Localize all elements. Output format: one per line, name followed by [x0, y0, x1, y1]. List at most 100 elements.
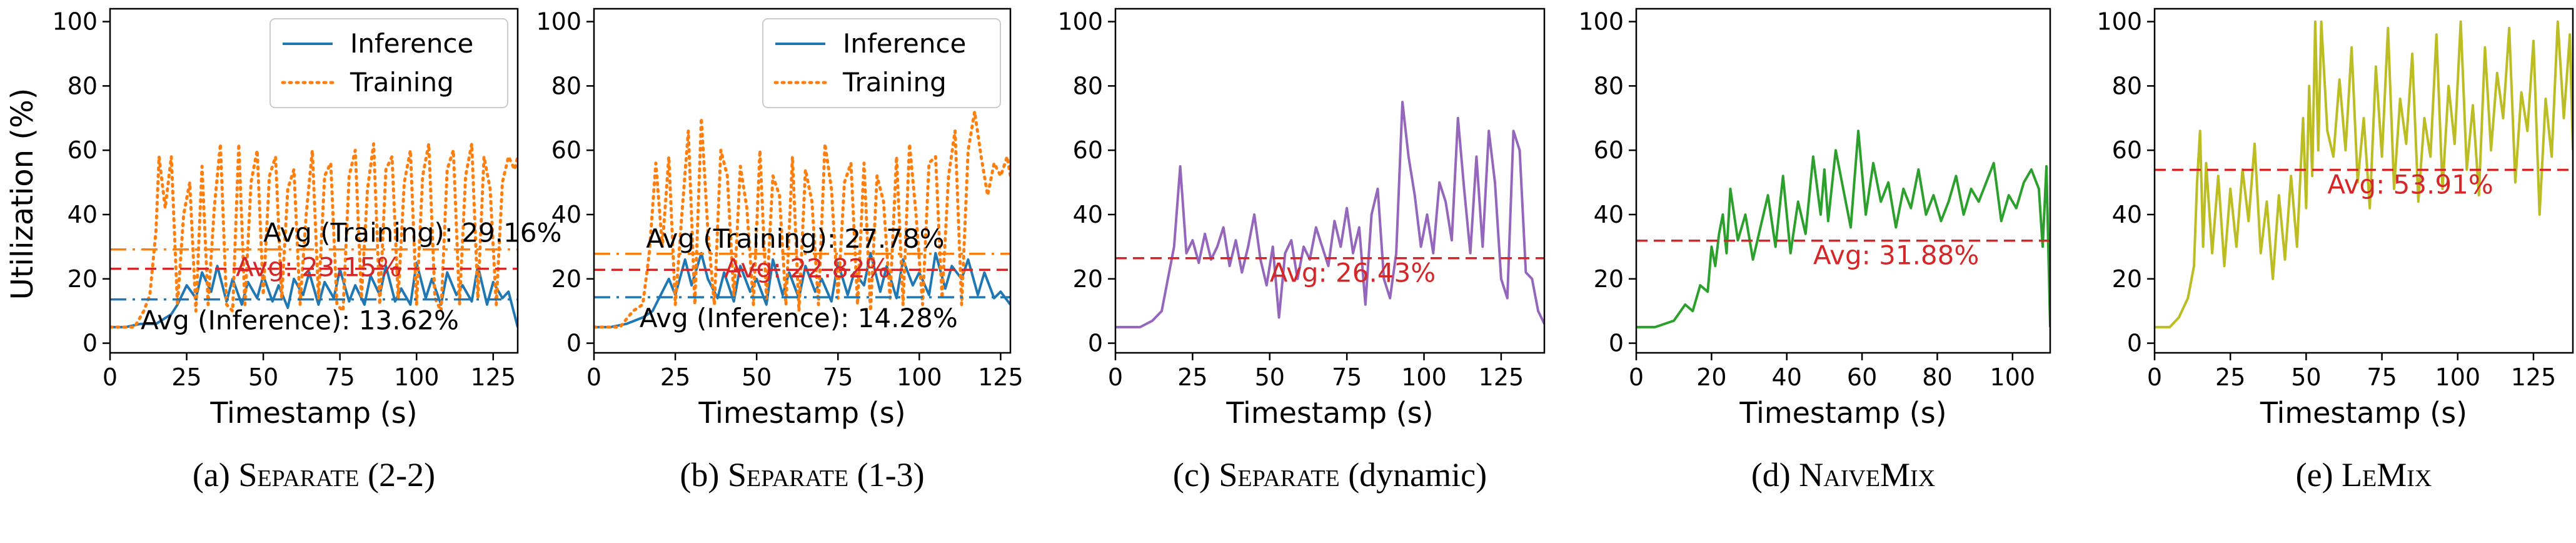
x-tick-label: 50: [2291, 363, 2321, 391]
average-label: Avg: 22.82%: [724, 253, 890, 283]
x-tick-label: 125: [2511, 363, 2557, 391]
x-tick-label: 80: [1922, 363, 1952, 391]
caption-d: (d) NaiveMix: [1751, 456, 1936, 494]
y-tick-label: 80: [1073, 72, 1103, 99]
average-label: Avg: 23.15%: [236, 252, 401, 283]
x-tick-label: 100: [394, 363, 440, 391]
chart-panel-3: Avg: 26.43% 0 25 50 75 100 125 0 20 40 60 80 100 Time…: [1057, 8, 1546, 430]
y-tick-label: 100: [536, 8, 581, 36]
x-tick-label: 75: [325, 363, 355, 391]
series-line-inference: [110, 261, 518, 328]
y-tick-label: 60: [2112, 136, 2142, 164]
y-tick-label: 60: [551, 136, 581, 164]
y-tick-label: 20: [1073, 265, 1103, 293]
legend-label-inference: Inference: [350, 28, 473, 59]
chart-panel-1: Avg (Training): 29.16% Avg: 23.15% Avg (In…: [52, 8, 561, 430]
x-axis-label: Timestamp (s): [2260, 396, 2467, 430]
series-line-utilization: [1636, 129, 2050, 328]
x-tick-label: 100: [2435, 363, 2481, 391]
x-tick-label: 0: [586, 363, 601, 391]
x-tick-label: 25: [171, 363, 201, 391]
legend: Inference Training: [269, 18, 508, 108]
series-line-inference: [594, 251, 1010, 328]
x-tick-label: 125: [471, 363, 516, 391]
x-tick-label: 0: [2147, 363, 2162, 391]
x-tick-label: 0: [1108, 363, 1123, 391]
average-label: Avg: 26.43%: [1270, 258, 1436, 288]
x-tick-label: 50: [1255, 363, 1285, 391]
legend: Inference Training: [762, 18, 1001, 108]
x-tick-label: 50: [742, 363, 772, 391]
x-tick-label: 25: [1177, 363, 1207, 391]
chart-panel-2: Avg (Training): 27.78%Avg: 22.82% Avg (In…: [536, 8, 1023, 430]
y-tick-label: 100: [1578, 8, 1624, 36]
y-tick-label: 0: [2127, 330, 2142, 357]
x-tick-label: 125: [978, 363, 1024, 391]
y-tick-label: 40: [68, 201, 98, 228]
y-tick-label: 100: [52, 8, 98, 36]
x-tick-label: 100: [897, 363, 942, 391]
legend-label-inference: Inference: [843, 28, 966, 59]
average-label: Avg (Inference): 14.28%: [640, 303, 958, 333]
x-axis-label: Timestamp (s): [1225, 396, 1433, 430]
y-tick-label: 20: [2112, 265, 2142, 293]
x-tick-label: 25: [660, 363, 690, 391]
axes-frame: [593, 8, 1012, 354]
x-tick-label: 100: [1401, 363, 1447, 391]
axes-frame: [109, 8, 519, 354]
y-tick-label: 20: [1594, 265, 1624, 293]
average-label: Avg (Training): 27.78%: [646, 223, 944, 254]
x-tick-label: 25: [2215, 363, 2245, 391]
y-tick-label: 0: [1088, 330, 1103, 357]
legend-box: [269, 18, 508, 108]
y-tick-label: 40: [1073, 201, 1103, 228]
axes-frame: [1114, 8, 1546, 354]
x-tick-label: 0: [103, 363, 118, 391]
series-line-training: [110, 142, 518, 329]
legend-label-training: Training: [842, 67, 947, 98]
y-tick-label: 60: [68, 136, 98, 164]
x-tick-label: 75: [2367, 363, 2397, 391]
series-line-training: [594, 110, 1010, 329]
chart-panel-5: Avg: 53.91% 0 25 50 75 100 125 0 20 40 60 80 100 Time…: [2096, 8, 2574, 430]
y-tick-label: 40: [2112, 201, 2142, 228]
x-tick-label: 50: [248, 363, 278, 391]
caption-b: (b) Separate (1-3): [680, 456, 925, 494]
x-tick-label: 125: [1479, 363, 1524, 391]
caption-a: (a) Separate (2-2): [192, 456, 436, 494]
axes-frame: [2153, 8, 2574, 354]
caption-e: (e) LeMix: [2295, 456, 2432, 494]
y-tick-label: 0: [566, 330, 581, 357]
x-axis-label: Timestamp (s): [209, 396, 417, 430]
legend-box: [762, 18, 1001, 108]
x-tick-label: 75: [823, 363, 853, 391]
y-tick-label: 80: [2112, 72, 2142, 99]
x-axis-label: Timestamp (s): [1739, 396, 1946, 430]
x-tick-label: 100: [1990, 363, 2036, 391]
y-tick-label: 20: [68, 265, 98, 293]
y-tick-label: 80: [68, 72, 98, 99]
series-line-utilization: [2155, 20, 2573, 328]
y-tick-label: 80: [1594, 72, 1624, 99]
x-tick-label: 40: [1772, 363, 1802, 391]
y-tick-label: 40: [1594, 201, 1624, 228]
y-tick-label: 0: [83, 330, 98, 357]
x-tick-label: 20: [1696, 363, 1726, 391]
y-tick-label: 20: [551, 265, 581, 293]
x-axis-label: Timestamp (s): [698, 396, 905, 430]
y-tick-label: 100: [1057, 8, 1103, 36]
average-label: Avg (Training): 29.16%: [263, 218, 561, 248]
y-tick-label: 60: [1594, 136, 1624, 164]
y-axis-label: Utilization (%): [5, 88, 40, 300]
x-tick-label: 60: [1847, 363, 1877, 391]
average-label: Avg: 31.88%: [1813, 240, 1979, 271]
y-tick-label: 100: [2096, 8, 2142, 36]
average-label: Avg: 53.91%: [2327, 169, 2493, 200]
y-tick-label: 40: [551, 201, 581, 228]
chart-panel-4: Avg: 31.88% 0 20 40 60 80 100 0 20 40 60 80 100 Times…: [1578, 8, 2051, 430]
x-tick-label: 0: [1629, 363, 1644, 391]
x-tick-label: 75: [1332, 363, 1362, 391]
average-label: Avg (Inference): 13.62%: [141, 305, 459, 336]
legend-label-training: Training: [350, 67, 454, 98]
